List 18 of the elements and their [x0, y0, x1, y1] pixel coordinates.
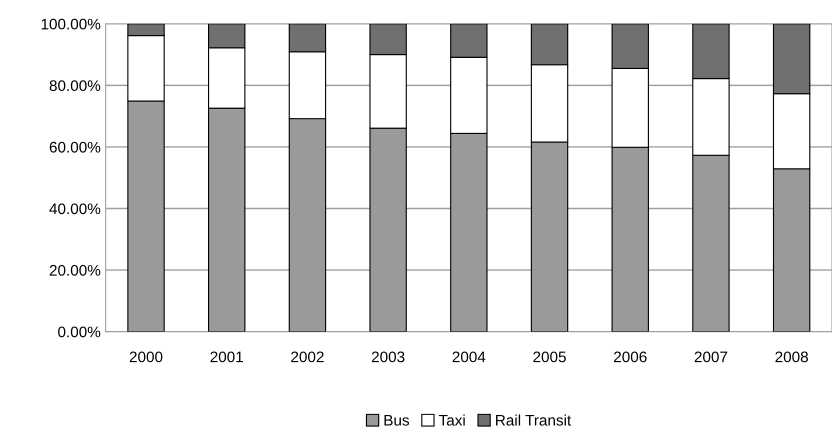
- x-tick-label: 2001: [210, 351, 243, 362]
- y-tick-label: 40.00%: [49, 203, 100, 214]
- x-tick-label: 2003: [372, 351, 404, 362]
- x-tick-label: 2005: [533, 351, 566, 362]
- x-tick-label: 2006: [614, 351, 647, 362]
- legend-label: Taxi: [438, 414, 465, 426]
- y-tick-label: 0.00%: [58, 326, 100, 338]
- y-tick-label: 20.00%: [50, 264, 100, 276]
- x-tick-label: 2002: [291, 351, 324, 362]
- y-tick-label: 100.00%: [42, 18, 100, 30]
- y-tick-label: 80.00%: [50, 80, 100, 92]
- x-tick-label: 2007: [694, 351, 728, 362]
- x-tick-label: 2004: [452, 351, 486, 362]
- y-tick-label: 60.00%: [50, 142, 100, 153]
- x-tick-label: 2000: [130, 351, 162, 362]
- legend-label: Bus: [384, 415, 410, 426]
- legend-label: Rail Transit: [496, 414, 572, 426]
- x-tick-label: 2008: [775, 351, 808, 362]
